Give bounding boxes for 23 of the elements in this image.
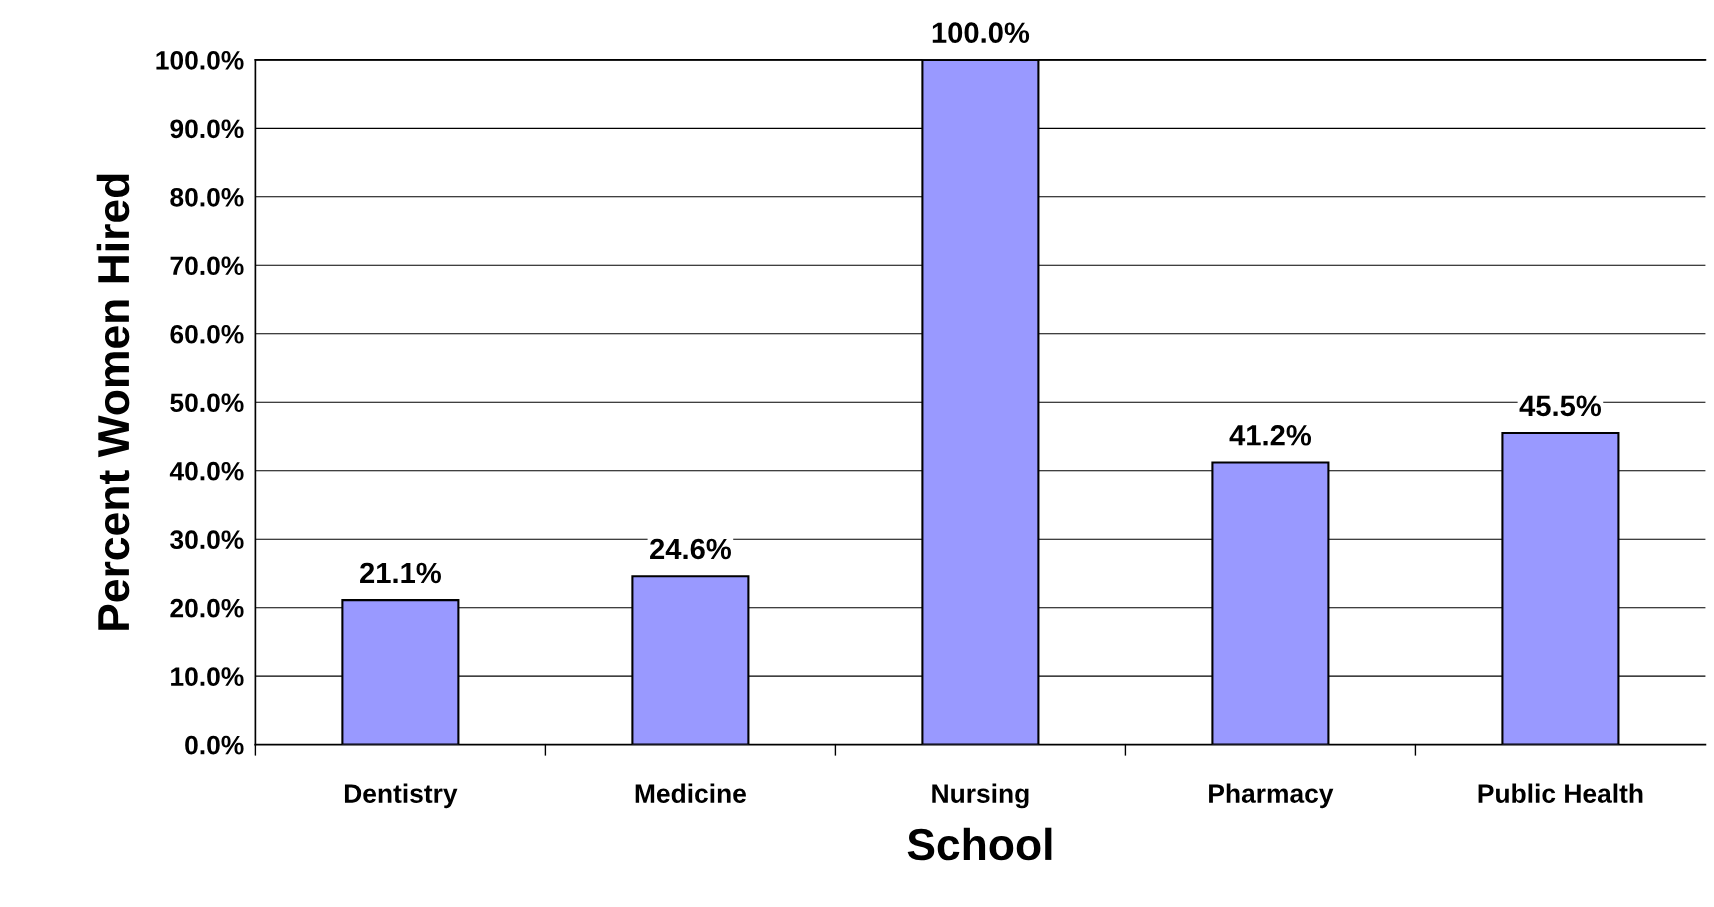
y-tick-label: 60.0% [170,324,244,344]
x-tick-label: Pharmacy [1209,783,1334,809]
y-axis-title: Percent Women Hired [96,174,130,630]
x-tick-label: Dentistry [344,783,458,809]
y-tick-label: 50.0% [170,393,244,413]
y-tick-label: 80.0% [170,187,244,207]
y-tick-label: 100.0% [156,51,244,70]
x-axis-title: School [907,827,1052,861]
y-tick-label: 70.0% [170,256,244,276]
y-tick-label: 30.0% [170,530,244,550]
y-tick-label: 0.0% [185,735,244,755]
data-label: 100.0% [932,22,1030,43]
y-tick-label: 10.0% [171,667,244,686]
x-tick-label: Medicine [635,783,746,803]
data-label: 21.1% [360,562,441,584]
x-tick-label: Public Health [1478,783,1643,803]
y-tick-label: 90.0% [170,119,244,139]
y-tick-label: 20.0% [170,598,244,618]
data-label: 41.2% [1229,424,1311,446]
data-label: 24.6% [650,538,731,560]
data-label: 45.5% [1519,395,1602,417]
y-tick-label: 40.0% [169,461,244,481]
x-tick-label: Nursing [932,783,1029,809]
